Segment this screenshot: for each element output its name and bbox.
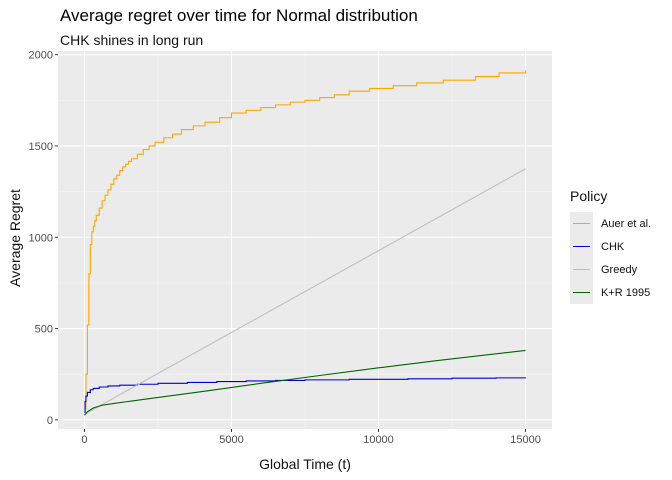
chart-subtitle: CHK shines in long run <box>60 32 204 48</box>
series-line-k-r-1995 <box>84 349 526 416</box>
legend-key-auer <box>570 212 593 235</box>
legend-key-greedy <box>570 258 593 281</box>
legend-key-chk <box>570 235 593 258</box>
legend-label-auer: Auer et al. <box>601 217 652 230</box>
series-line-auer-et-al <box>84 70 527 410</box>
series-layer <box>84 70 527 416</box>
y-tick-label: 0 <box>47 415 53 427</box>
x-tick-label: 0 <box>81 434 87 446</box>
x-axis-label: Global Time (t) <box>259 456 351 472</box>
axis-layer: 0 5000 10000 15000 0 500 1000 1500 2000 <box>29 50 541 446</box>
legend-title: Policy <box>570 188 608 204</box>
x-tick-label: 5000 <box>219 434 243 446</box>
legend-label-greedy: Greedy <box>601 263 638 276</box>
y-tick-label: 2000 <box>29 50 53 62</box>
legend-label-chk: CHK <box>601 240 625 253</box>
legend-item-auer: Auer et al. <box>570 212 651 235</box>
x-tick-label: 10000 <box>363 434 394 446</box>
legend-item-chk: CHK <box>570 235 651 258</box>
x-tick-label: 15000 <box>510 434 541 446</box>
legend: Policy Auer et al. CHK Greedy K+R 1995 <box>570 188 651 304</box>
y-tick-label: 1500 <box>29 141 53 153</box>
y-tick-label: 1000 <box>29 232 53 244</box>
y-tick-label: 500 <box>35 324 53 336</box>
series-line-chk <box>84 377 527 414</box>
legend-label-kr1995: K+R 1995 <box>601 286 651 299</box>
y-axis-label: Average Regret <box>7 189 23 287</box>
grid-minor <box>58 51 552 429</box>
chart-title: Average regret over time for Normal dist… <box>60 6 418 25</box>
legend-key-kr1995 <box>570 281 593 304</box>
legend-item-greedy: Greedy <box>570 258 651 281</box>
series-line-greedy <box>84 168 526 415</box>
legend-item-kr1995: K+R 1995 <box>570 281 651 304</box>
